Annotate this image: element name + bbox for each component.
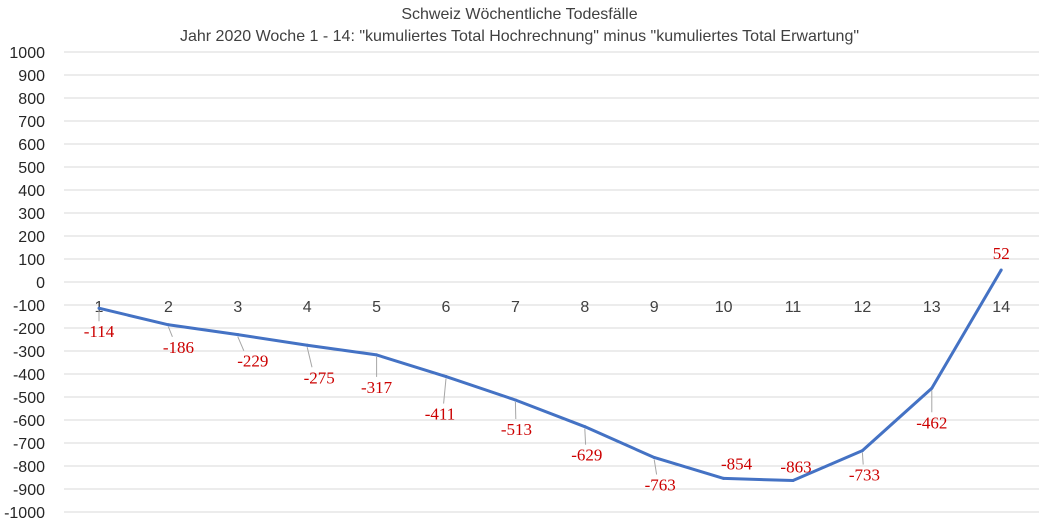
x-tick-label: 8 <box>580 299 589 316</box>
leader-line <box>167 326 173 337</box>
data-label: -229 <box>237 352 268 371</box>
data-point <box>444 375 448 379</box>
series-line <box>98 269 1003 482</box>
data-label: -462 <box>916 413 947 432</box>
y-tick-label: 500 <box>18 160 45 177</box>
data-point <box>97 306 101 310</box>
leader-line <box>861 452 864 465</box>
leader-line <box>237 336 245 351</box>
data-point <box>305 343 309 347</box>
leader-line <box>584 428 587 445</box>
data-point <box>860 449 864 453</box>
data-label: -114 <box>84 322 115 341</box>
data-point <box>375 353 379 357</box>
data-point <box>722 476 726 480</box>
leader-line <box>653 459 658 475</box>
y-tick-label: 800 <box>18 91 45 108</box>
x-tick-label: 10 <box>715 299 733 316</box>
y-tick-label: -600 <box>13 413 45 430</box>
leader-line <box>443 378 447 404</box>
data-label: 52 <box>993 244 1010 263</box>
gridlines <box>64 51 1039 513</box>
data-label: -629 <box>571 446 602 465</box>
data-labels: -114 -186 -229 -275 -317 -411 -513 -629 -763 -854… <box>84 244 1010 494</box>
x-axis-ticks: 1234567891011121314 <box>95 299 1011 316</box>
data-label-leaders <box>98 310 933 475</box>
x-tick-label: 12 <box>854 299 872 316</box>
y-tick-label: -200 <box>13 321 45 338</box>
chart-title: Schweiz Wöchentliche Todesfälle <box>401 6 638 23</box>
x-tick-label: 2 <box>164 299 173 316</box>
y-tick-label: -400 <box>13 367 45 384</box>
y-tick-label: -900 <box>13 482 45 499</box>
y-tick-label: -500 <box>13 390 45 407</box>
x-tick-label: 6 <box>442 299 451 316</box>
leader-line <box>306 347 313 368</box>
data-label: -411 <box>425 405 456 424</box>
x-tick-label: 11 <box>785 299 802 316</box>
x-tick-label: 13 <box>923 299 941 316</box>
data-point <box>236 333 240 337</box>
data-point <box>583 425 587 429</box>
y-tick-label: 900 <box>18 68 45 85</box>
data-point <box>930 386 934 390</box>
data-point <box>166 323 170 327</box>
y-tick-label: -1000 <box>4 505 45 522</box>
y-tick-label: -700 <box>13 436 45 453</box>
data-point <box>513 398 517 402</box>
data-label: -863 <box>780 457 811 476</box>
y-tick-label: 300 <box>18 206 45 223</box>
x-tick-label: 5 <box>372 299 381 316</box>
data-label: -317 <box>361 378 393 397</box>
data-point <box>652 455 656 459</box>
data-label: -763 <box>645 475 676 494</box>
data-label: -513 <box>501 420 532 439</box>
y-tick-label: 400 <box>18 183 45 200</box>
y-tick-label: -300 <box>13 344 45 361</box>
y-tick-label: 0 <box>36 275 45 292</box>
data-label: -854 <box>721 454 753 473</box>
data-label: -275 <box>304 368 335 387</box>
x-tick-label: 9 <box>650 299 659 316</box>
x-tick-label: 4 <box>303 299 312 316</box>
y-tick-label: -100 <box>13 298 45 315</box>
y-tick-label: -800 <box>13 459 45 476</box>
y-tick-label: 1000 <box>9 45 45 62</box>
y-tick-label: 700 <box>18 114 45 131</box>
series-layer <box>97 268 1003 482</box>
data-label: -186 <box>163 338 194 357</box>
y-axis-ticks: 10009008007006005004003002001000-100-200… <box>4 45 45 522</box>
y-tick-label: 200 <box>18 229 45 246</box>
chart-subtitle: Jahr 2020 Woche 1 - 14: "kumuliertes Tot… <box>179 28 860 45</box>
y-tick-label: 100 <box>18 252 45 269</box>
data-point <box>791 478 795 482</box>
y-tick-label: 600 <box>18 137 45 154</box>
x-tick-label: 3 <box>233 299 242 316</box>
data-point <box>999 268 1003 272</box>
data-label: -733 <box>849 466 880 485</box>
x-tick-label: 14 <box>992 299 1010 316</box>
x-tick-label: 7 <box>511 299 520 316</box>
